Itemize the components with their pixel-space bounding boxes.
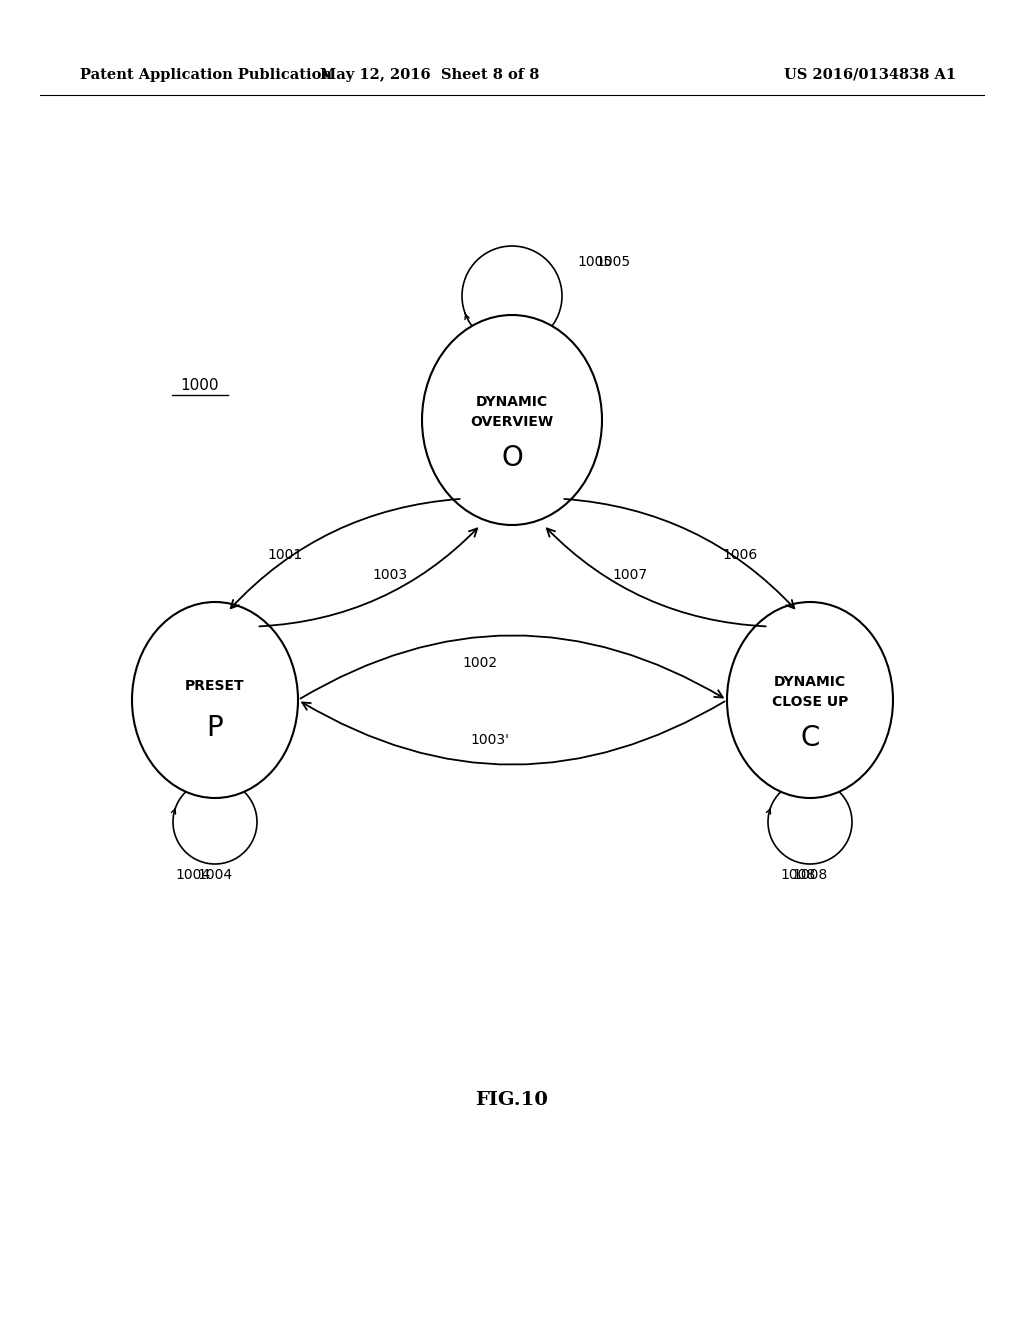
Text: C: C	[801, 723, 819, 752]
Text: May 12, 2016  Sheet 8 of 8: May 12, 2016 Sheet 8 of 8	[321, 69, 540, 82]
Text: CLOSE UP: CLOSE UP	[772, 696, 848, 709]
Text: O: O	[501, 444, 523, 473]
Text: DYNAMIC: DYNAMIC	[774, 675, 846, 689]
Text: 1005: 1005	[595, 255, 630, 269]
Text: 1000: 1000	[181, 378, 219, 392]
FancyArrowPatch shape	[300, 635, 723, 698]
FancyArrowPatch shape	[259, 528, 477, 627]
Circle shape	[173, 780, 257, 865]
Text: OVERVIEW: OVERVIEW	[470, 414, 554, 429]
Text: US 2016/0134838 A1: US 2016/0134838 A1	[784, 69, 956, 82]
Text: 1003': 1003'	[470, 733, 510, 747]
FancyArrowPatch shape	[230, 499, 460, 609]
Text: PRESET: PRESET	[185, 678, 245, 693]
Text: 1004: 1004	[175, 869, 210, 882]
Text: 1006: 1006	[722, 548, 758, 562]
Ellipse shape	[422, 315, 602, 525]
Ellipse shape	[132, 602, 298, 799]
Text: 1008: 1008	[780, 869, 815, 882]
Text: Patent Application Publication: Patent Application Publication	[80, 69, 332, 82]
FancyArrowPatch shape	[547, 528, 766, 627]
Text: 1008: 1008	[793, 869, 827, 882]
Text: 1003: 1003	[373, 568, 408, 582]
Text: P: P	[207, 714, 223, 742]
Text: 1002: 1002	[463, 656, 498, 671]
FancyArrowPatch shape	[302, 701, 725, 764]
Text: DYNAMIC: DYNAMIC	[476, 395, 548, 409]
Text: 1004: 1004	[198, 869, 232, 882]
FancyArrowPatch shape	[564, 499, 795, 609]
Text: 1007: 1007	[612, 568, 647, 582]
Text: 1001: 1001	[267, 548, 303, 562]
Ellipse shape	[727, 602, 893, 799]
Text: FIG.10: FIG.10	[475, 1092, 549, 1109]
Circle shape	[768, 780, 852, 865]
Text: 1005: 1005	[578, 255, 612, 269]
Circle shape	[462, 246, 562, 346]
